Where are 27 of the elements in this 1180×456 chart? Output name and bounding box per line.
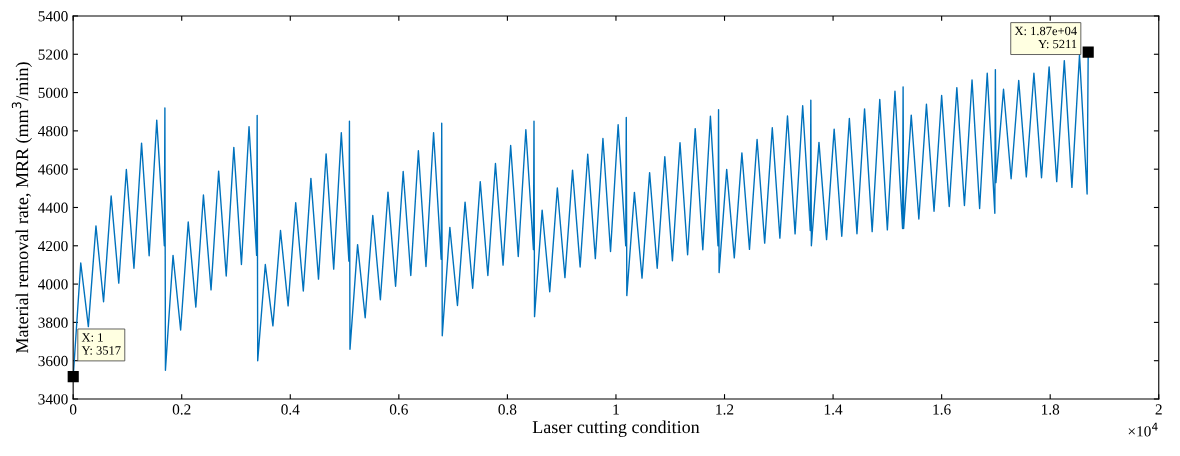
text: ×10$^{4}$ — [1128, 422, 1158, 437]
x-tick-label: 0.2 — [172, 404, 191, 415]
x-tick-label: 1.4 — [824, 404, 843, 415]
x-tick-label: 0.4 — [281, 404, 300, 415]
y-tick-label: 4000 — [38, 279, 68, 290]
annotation: X: 1.87e+04 Y: 5211 — [1014, 26, 1077, 49]
x-tick-label: 0.6 — [389, 404, 408, 415]
y-tick-label: 5400 — [38, 11, 68, 22]
y-tick-label: 4200 — [38, 240, 68, 252]
y-tick-label: 4800 — [38, 126, 68, 137]
x-tick-label: 1 — [613, 404, 619, 415]
y-tick-label: 4400 — [38, 202, 68, 213]
x-tick-label: 0.8 — [498, 404, 517, 415]
annotation: X: 1 Y: 3517 — [81, 333, 121, 355]
y-tick-label: 3400 — [38, 394, 68, 405]
x-tick-label: 1.8 — [1042, 404, 1060, 415]
x-tick-label: 1.6 — [933, 404, 951, 415]
y-tick-label: 3800 — [38, 317, 68, 328]
y-axis-title: Material removal rate, MRR (mm$^{3}$/min) — [11, 62, 32, 354]
x-tick-label: 1.2 — [716, 404, 734, 415]
x-tick-label: 0 — [69, 404, 77, 415]
y-tick-label: 5200 — [38, 49, 68, 60]
y-tick-label: 4600 — [38, 164, 68, 175]
x-axis-title: Laser cutting condition — [532, 420, 700, 437]
y-tick-label: 5000 — [38, 87, 68, 99]
x-tick-label: 2 — [1155, 404, 1162, 415]
y-tick-label: 3600 — [38, 355, 68, 367]
